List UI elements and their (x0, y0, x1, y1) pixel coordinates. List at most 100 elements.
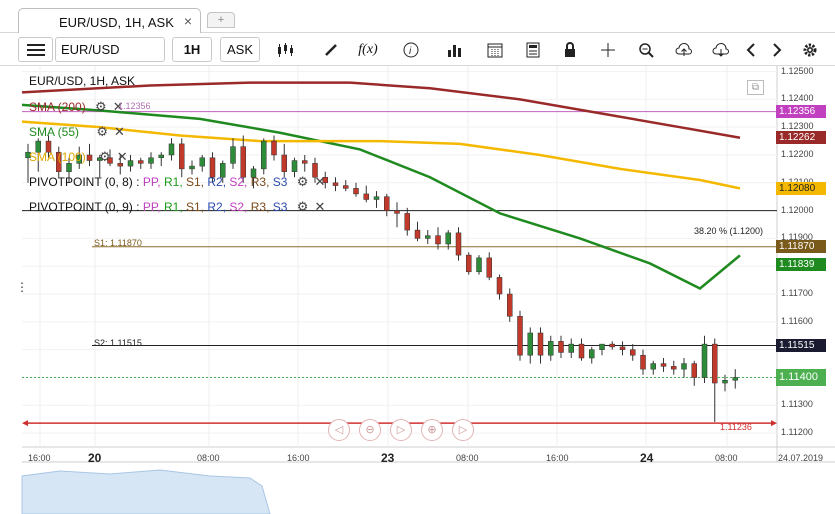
chevron-right-icon[interactable] (764, 37, 790, 62)
candle-body (732, 377, 738, 381)
price-badge: 1.12080 (776, 181, 826, 195)
bar-chart-icon[interactable] (442, 37, 468, 62)
time-tick: 20 (88, 451, 102, 465)
close-icon[interactable]: ✕ (114, 124, 125, 139)
close-icon[interactable]: × (183, 13, 192, 29)
order-book-icon[interactable] (520, 37, 546, 62)
calendar-icon[interactable] (482, 37, 508, 62)
candle-body (138, 160, 144, 164)
zoom-icon[interactable] (633, 37, 659, 62)
candle-body (435, 235, 441, 245)
svg-text:i: i (409, 46, 412, 57)
gear-icon[interactable]: ⚙ (296, 174, 309, 189)
s1-label: S1: 1.11870 (94, 238, 142, 248)
candle-body (599, 343, 605, 350)
candle-body (425, 235, 431, 239)
draw-pencil-icon[interactable] (318, 37, 344, 62)
pivot-item-pp: PP, (142, 200, 164, 214)
price-tick: 1.12500 (781, 65, 814, 76)
sma200-line (21, 81, 741, 139)
candle-body (353, 188, 359, 195)
info-icon[interactable]: i (398, 37, 424, 62)
pivot-item-pp: PP, (142, 175, 164, 189)
fx-indicator-icon[interactable]: f(x) (358, 41, 378, 57)
rewind-icon[interactable]: ◁ (328, 419, 350, 441)
toolbar: EUR/USD 1H ASK f(x) i (0, 33, 835, 66)
time-tick: 08:00 (456, 453, 479, 463)
candle-body (578, 343, 585, 359)
candle-body (466, 254, 472, 273)
gear-icon[interactable]: ⚙ (95, 99, 107, 114)
candle-body (271, 140, 277, 156)
price-tick: 1.12000 (781, 204, 814, 215)
candle-body (722, 380, 728, 384)
instrument-input[interactable]: EUR/USD (55, 37, 165, 62)
candle-body (660, 363, 667, 367)
legend-pivot-1: PIVOTPOINT (0, 8) : PP, R1, S1, R2, S2, … (29, 174, 325, 190)
legend-sma100-label: SMA (100) (29, 150, 86, 164)
tab-eurusd[interactable]: EUR/USD, 1H, ASK × (18, 8, 201, 34)
close-icon[interactable]: ✕ (314, 199, 326, 214)
candle-body (640, 354, 646, 370)
sma55-line (21, 103, 741, 290)
candle-body (630, 349, 636, 356)
price-tick: 1.11700 (781, 288, 813, 299)
gear-icon[interactable]: ⚙ (96, 124, 109, 139)
forward-icon[interactable]: ▷ (452, 419, 474, 441)
fib-label: 38.20 % (1.1200) (694, 226, 764, 236)
candle-body (220, 163, 226, 178)
legend-sma100: SMA (100) ⚙ ✕ (29, 149, 128, 165)
lock-icon[interactable] (557, 37, 583, 62)
period-button[interactable]: 1H (172, 37, 212, 62)
price-badge: 1.12262 (776, 131, 826, 145)
candle-body (476, 257, 482, 273)
candle-body (127, 160, 134, 167)
zoom-in-icon[interactable]: ⊕ (421, 419, 443, 441)
resize-handle-icon[interactable]: ⋮ (16, 280, 28, 294)
add-tab-button[interactable]: + (207, 12, 235, 28)
candle-body (527, 332, 533, 356)
chart-area[interactable]: EUR/USD, 1H, ASK SMA (200) ⚙ ✕ SMA (55) ⚙… (0, 66, 835, 514)
candle-body (537, 332, 544, 356)
time-tick: 08:00 (715, 453, 738, 463)
close-icon[interactable]: ✕ (314, 174, 326, 189)
candle-body (76, 154, 82, 164)
candle-body (35, 140, 41, 153)
candle-body (66, 163, 72, 172)
pivot-item-s1: S1, (186, 175, 208, 189)
legend-sma200: SMA (200) ⚙ ✕ (29, 99, 124, 115)
chevron-left-icon[interactable] (738, 37, 764, 62)
candles (25, 135, 738, 422)
pivot-item-r1: R1, (163, 200, 186, 214)
candle-body (25, 151, 31, 159)
price-tick: 1.12300 (781, 121, 814, 132)
crosshair-icon[interactable] (595, 37, 621, 62)
candle-body (384, 196, 390, 211)
time-tick: 16:00 (287, 453, 310, 463)
pivot-item-s2: S2, (229, 175, 251, 189)
close-icon[interactable]: ✕ (112, 99, 124, 114)
legend-pivot-1-items: PP, R1, S1, R2, S2, R3, S3 (143, 175, 288, 189)
hamburger-menu-icon[interactable] (18, 37, 53, 62)
fit-icon[interactable]: ▷ (390, 419, 412, 441)
popout-icon[interactable]: ⧉ (747, 80, 764, 95)
candle-body (455, 232, 462, 256)
gear-icon[interactable]: ⚙ (296, 199, 309, 214)
candle-body (56, 151, 62, 172)
price-badge: 1.11839 (776, 257, 826, 271)
cloud-upload-icon[interactable] (671, 37, 697, 62)
candlestick-icon[interactable] (272, 37, 298, 62)
price-chart[interactable] (0, 66, 835, 514)
close-icon[interactable]: ✕ (116, 149, 128, 164)
navigator-area[interactable] (21, 469, 271, 514)
pivot-item-s1: S1, (186, 200, 208, 214)
legend-sma55: SMA (55) ⚙ ✕ (29, 124, 125, 140)
cloud-download-icon[interactable] (708, 37, 734, 62)
gear-icon[interactable] (797, 37, 823, 62)
s2-label: S2: 1.11515 (94, 338, 142, 348)
gear-icon[interactable]: ⚙ (99, 149, 111, 164)
zoom-out-icon[interactable]: ⊖ (359, 419, 381, 441)
time-tick: 16:00 (546, 453, 569, 463)
side-button[interactable]: ASK (220, 37, 260, 62)
candle-body (486, 257, 492, 278)
